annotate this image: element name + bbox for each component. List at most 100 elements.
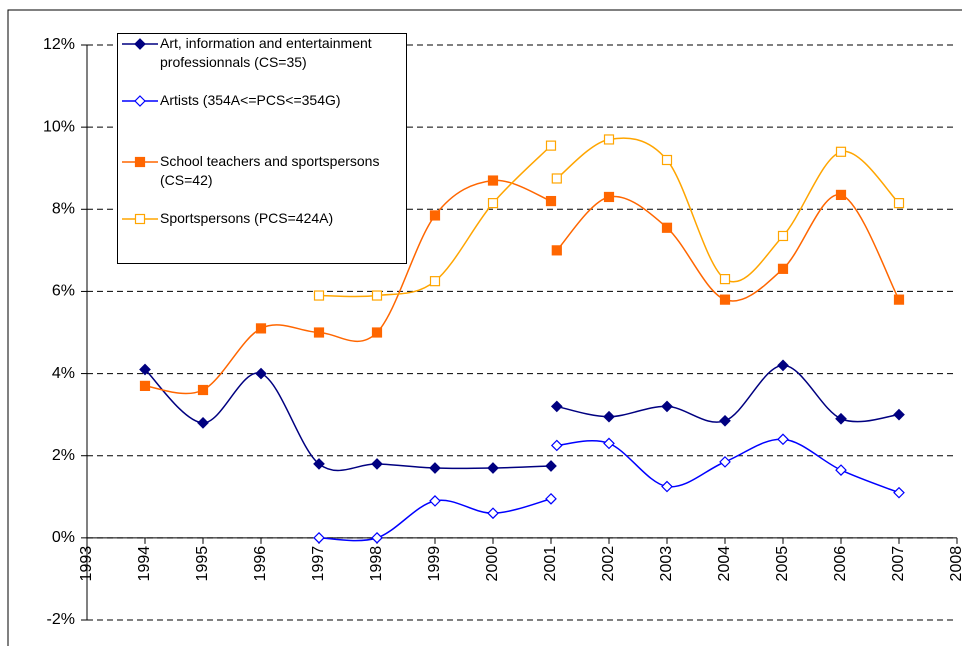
x-tick-label: 2002 — [600, 546, 617, 582]
marker — [371, 458, 383, 470]
marker — [551, 245, 562, 256]
marker — [661, 154, 673, 166]
x-tick-label: 2008 — [948, 546, 962, 582]
x-tick-label: 1995 — [194, 546, 211, 582]
marker — [545, 460, 557, 472]
legend-item: School teachers and sportspersons (CS=42… — [118, 152, 408, 212]
marker — [139, 363, 151, 376]
marker — [893, 198, 905, 209]
marker — [719, 274, 731, 285]
marker — [255, 367, 267, 380]
marker — [661, 480, 673, 493]
x-tick-label: 1993 — [78, 546, 95, 582]
marker — [777, 359, 789, 372]
x-tick-label: 2005 — [774, 546, 791, 582]
marker — [777, 263, 789, 274]
x-tick-label: 1994 — [136, 546, 153, 582]
marker — [661, 400, 673, 413]
legend-item: Sportspersons (PCS=424A) — [118, 209, 408, 269]
y-tick-label: 2% — [52, 447, 75, 464]
marker — [487, 175, 499, 186]
marker — [719, 414, 731, 427]
x-tick-label: 1996 — [252, 546, 269, 582]
marker — [603, 134, 615, 145]
marker — [487, 198, 499, 209]
marker — [371, 327, 383, 338]
marker — [893, 486, 905, 499]
x-tick-label: 2006 — [832, 546, 849, 582]
x-tick-label: 2003 — [658, 546, 675, 582]
marker — [134, 95, 146, 107]
legend-item: Art, information and entertainment profe… — [118, 34, 408, 94]
marker — [777, 433, 789, 446]
marker — [603, 410, 615, 423]
marker — [429, 276, 441, 287]
series-line — [556, 137, 900, 283]
marker — [134, 38, 146, 50]
x-tick-label: 2000 — [484, 546, 501, 582]
marker — [603, 191, 615, 203]
x-tick-label: 2004 — [716, 546, 733, 582]
marker — [719, 456, 731, 468]
marker — [545, 195, 557, 207]
marker — [255, 323, 267, 334]
marker — [134, 156, 146, 168]
legend-label: Artists (354A<=PCS<=354G) — [160, 92, 341, 108]
marker — [313, 532, 325, 544]
marker — [835, 146, 847, 157]
marker — [545, 492, 557, 505]
series-line — [318, 145, 552, 298]
marker — [719, 294, 731, 305]
marker — [835, 412, 847, 425]
legend-swatch — [122, 156, 158, 168]
series-line — [144, 179, 552, 395]
marker — [429, 462, 441, 474]
marker — [893, 294, 905, 305]
marker — [603, 437, 615, 450]
marker — [371, 532, 383, 544]
marker — [313, 327, 325, 338]
y-tick-label: 4% — [52, 365, 75, 382]
x-tick-label: 1997 — [310, 546, 327, 582]
marker — [835, 189, 847, 201]
marker — [197, 417, 209, 429]
marker — [429, 495, 441, 507]
marker — [197, 384, 209, 396]
legend-swatch — [122, 213, 158, 225]
y-tick-label: 12% — [43, 36, 75, 53]
marker — [371, 290, 383, 301]
marker — [487, 507, 499, 520]
legend-item: Artists (354A<=PCS<=354G) — [118, 91, 408, 151]
legend-label: Sportspersons (PCS=424A) — [160, 210, 334, 226]
x-tick-label: 2001 — [542, 546, 559, 582]
marker — [134, 213, 146, 225]
y-tick-label: -2% — [47, 611, 75, 628]
legend-label: Art, information and entertainment profe… — [160, 35, 372, 70]
y-tick-label: 6% — [52, 283, 75, 300]
y-tick-label: 8% — [52, 201, 75, 218]
marker — [777, 230, 789, 242]
marker — [313, 458, 325, 470]
marker — [313, 290, 325, 301]
y-tick-label: 0% — [52, 529, 75, 546]
x-tick-label: 1998 — [368, 546, 385, 582]
legend: Art, information and entertainment profe… — [117, 33, 407, 264]
marker — [429, 210, 441, 221]
marker — [487, 462, 499, 474]
marker — [550, 439, 563, 452]
x-tick-label: 1999 — [426, 546, 443, 582]
marker — [661, 222, 673, 233]
marker — [139, 380, 151, 391]
y-tick-label: 10% — [43, 118, 75, 135]
marker — [551, 173, 562, 184]
marker — [550, 400, 563, 413]
legend-swatch — [122, 38, 158, 50]
chart-frame — [7, 9, 962, 646]
marker — [893, 408, 905, 421]
marker — [835, 464, 847, 476]
marker — [545, 140, 557, 151]
x-tick-label: 2007 — [890, 546, 907, 582]
legend-label: School teachers and sportspersons (CS=42… — [160, 153, 380, 188]
